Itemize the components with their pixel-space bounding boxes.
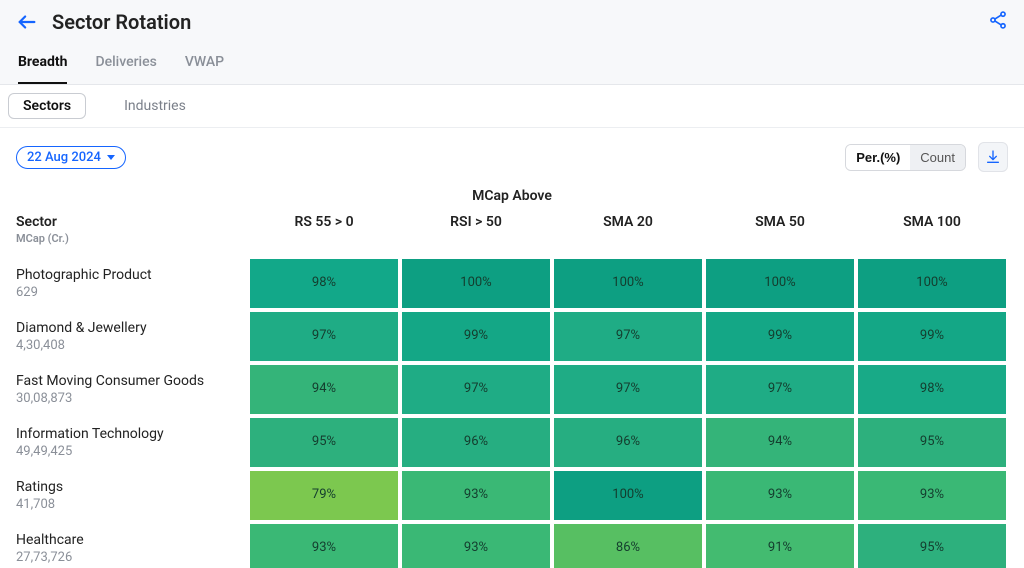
- heatmap-table: MCap Above Sector MCap (Cr.)RS 55 > 0RSI …: [0, 188, 1024, 568]
- sector-row-label[interactable]: Photographic Product 629: [16, 257, 248, 310]
- heatmap-cell[interactable]: 100%: [552, 469, 704, 522]
- sector-header-subtitle: MCap (Cr.): [16, 232, 248, 245]
- heatmap-cell[interactable]: 93%: [704, 469, 856, 522]
- view-mode-toggle: Per.(%) Count: [845, 144, 966, 171]
- subtab-industries[interactable]: Industries: [110, 94, 200, 118]
- sector-mcap: 49,49,425: [16, 444, 240, 459]
- sector-mcap: 629: [16, 285, 240, 300]
- chevron-down-icon: [107, 155, 115, 160]
- heatmap-cell[interactable]: 95%: [248, 416, 400, 469]
- app-header: Sector Rotation: [0, 0, 1024, 44]
- subtab-sectors[interactable]: Sectors: [8, 93, 86, 119]
- heatmap-cell[interactable]: 93%: [248, 522, 400, 568]
- date-selected-label: 22 Aug 2024: [27, 150, 101, 165]
- heatmap-cell[interactable]: 97%: [552, 363, 704, 416]
- heatmap-cell[interactable]: 96%: [400, 416, 552, 469]
- sector-row-label[interactable]: Diamond & Jewellery 4,30,408: [16, 310, 248, 363]
- secondary-tabs: Sectors Industries: [0, 85, 1024, 128]
- sector-row-label[interactable]: Fast Moving Consumer Goods 30,08,873: [16, 363, 248, 416]
- arrow-left-icon: [16, 11, 38, 33]
- primary-tabs: Breadth Deliveries VWAP: [0, 44, 1024, 85]
- tab-breadth[interactable]: Breadth: [18, 44, 67, 84]
- table-super-header: MCap Above: [16, 188, 1008, 204]
- sector-mcap: 27,73,726: [16, 550, 240, 565]
- heatmap-cell[interactable]: 94%: [248, 363, 400, 416]
- column-header-sector: Sector MCap (Cr.): [16, 214, 248, 257]
- heatmap-cell[interactable]: 97%: [704, 363, 856, 416]
- heatmap-cell[interactable]: 93%: [856, 469, 1008, 522]
- heatmap-cell[interactable]: 96%: [552, 416, 704, 469]
- column-header: SMA 20: [552, 214, 704, 257]
- download-icon: [985, 149, 1001, 165]
- sector-name: Fast Moving Consumer Goods: [16, 373, 240, 389]
- heatmap-cell[interactable]: 86%: [552, 522, 704, 568]
- heatmap-cell[interactable]: 97%: [248, 310, 400, 363]
- tab-deliveries[interactable]: Deliveries: [95, 44, 156, 84]
- heatmap-cell[interactable]: 91%: [704, 522, 856, 568]
- download-button[interactable]: [978, 142, 1008, 172]
- heatmap-cell[interactable]: 98%: [248, 257, 400, 310]
- heatmap-cell[interactable]: 99%: [400, 310, 552, 363]
- heatmap-cell[interactable]: 100%: [704, 257, 856, 310]
- heatmap-cell[interactable]: 93%: [400, 522, 552, 568]
- sector-name: Photographic Product: [16, 267, 240, 283]
- sector-mcap: 41,708: [16, 497, 240, 512]
- heatmap-cell[interactable]: 100%: [552, 257, 704, 310]
- share-icon: [988, 10, 1008, 30]
- date-selector[interactable]: 22 Aug 2024: [16, 146, 126, 169]
- heatmap-cell[interactable]: 79%: [248, 469, 400, 522]
- heatmap-cell[interactable]: 97%: [552, 310, 704, 363]
- sector-mcap: 4,30,408: [16, 338, 240, 353]
- heatmap-cell[interactable]: 97%: [400, 363, 552, 416]
- heatmap-cell[interactable]: 99%: [856, 310, 1008, 363]
- heatmap-cell[interactable]: 95%: [856, 522, 1008, 568]
- column-header: RSI > 50: [400, 214, 552, 257]
- sector-name: Ratings: [16, 479, 240, 495]
- sector-mcap: 30,08,873: [16, 391, 240, 406]
- view-mode-count[interactable]: Count: [910, 145, 965, 170]
- heatmap-cell[interactable]: 93%: [400, 469, 552, 522]
- heatmap-cell[interactable]: 98%: [856, 363, 1008, 416]
- heatmap-cell[interactable]: 94%: [704, 416, 856, 469]
- column-header: RS 55 > 0: [248, 214, 400, 257]
- heatmap-cell[interactable]: 95%: [856, 416, 1008, 469]
- controls-row: 22 Aug 2024 Per.(%) Count: [0, 128, 1024, 182]
- back-button[interactable]: [16, 11, 38, 33]
- sector-row-label[interactable]: Ratings 41,708: [16, 469, 248, 522]
- heatmap-cell[interactable]: 100%: [400, 257, 552, 310]
- column-header: SMA 50: [704, 214, 856, 257]
- sector-name: Diamond & Jewellery: [16, 320, 240, 336]
- heatmap-cell[interactable]: 99%: [704, 310, 856, 363]
- share-button[interactable]: [988, 10, 1008, 34]
- sector-header-title: Sector: [16, 214, 248, 230]
- sector-name: Information Technology: [16, 426, 240, 442]
- sector-row-label[interactable]: Healthcare 27,73,726: [16, 522, 248, 568]
- sector-row-label[interactable]: Information Technology 49,49,425: [16, 416, 248, 469]
- view-mode-percent[interactable]: Per.(%): [846, 145, 910, 170]
- page-title: Sector Rotation: [52, 10, 988, 34]
- heatmap-cell[interactable]: 100%: [856, 257, 1008, 310]
- tab-vwap[interactable]: VWAP: [185, 44, 224, 84]
- sector-name: Healthcare: [16, 532, 240, 548]
- column-header: SMA 100: [856, 214, 1008, 257]
